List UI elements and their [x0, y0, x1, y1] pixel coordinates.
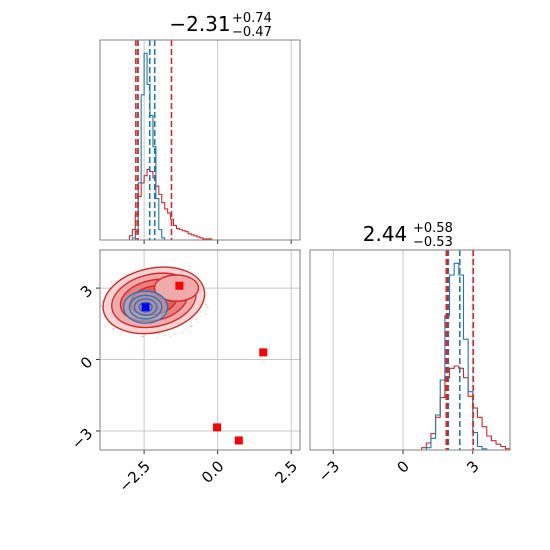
sample-point: [190, 325, 193, 328]
sample-point: [164, 334, 166, 337]
sample-point: [112, 327, 115, 330]
marker-red-3: [175, 281, 184, 290]
x1-tick-label-2: 2.5: [271, 457, 301, 487]
x1-tick-label-0: −2.5: [116, 457, 154, 495]
histogram-panel-param1: [99, 39, 301, 244]
hist2-series-red: [416, 365, 511, 451]
contour-blue-3: [138, 301, 153, 313]
hist1-series-red: [128, 168, 218, 241]
sample-point: [199, 311, 202, 313]
title-param1-main: −2.31: [169, 12, 230, 36]
title-param2-sub: −0.53: [413, 235, 453, 250]
sample-point: [141, 335, 144, 338]
x2-tick-label-2: 3: [463, 457, 482, 476]
x2-tick-label-1: 0: [393, 457, 412, 476]
sample-point: [195, 318, 198, 320]
sample-point: [120, 332, 123, 334]
sample-point: [189, 325, 191, 327]
marker-red-1: [213, 423, 222, 432]
marker-red-0: [259, 348, 268, 357]
title-param2-main: 2.44: [363, 222, 408, 246]
hist2-series-blue: [416, 262, 510, 451]
sample-point: [157, 333, 160, 336]
sample-point: [100, 304, 103, 307]
title-param1-sub: −0.47: [232, 25, 272, 40]
x2-tick-label-0: −3: [315, 457, 343, 485]
sample-point: [204, 303, 207, 305]
y-tick-label-0: −3: [68, 425, 96, 453]
title-param2: 2.44: [363, 222, 408, 246]
title-param2-sup: +0.58: [413, 221, 453, 236]
contour-blue-1: [128, 294, 163, 320]
sample-point: [169, 335, 172, 338]
contour-blue-2: [133, 298, 158, 316]
title-param1: −2.31: [169, 12, 230, 36]
marker-red-2: [234, 436, 243, 445]
title-param1-sup: +0.74: [232, 11, 272, 26]
sample-point: [191, 317, 194, 319]
y-tick-label-1: 0: [77, 353, 96, 372]
hist1-series-blue: [129, 52, 218, 241]
sample-point: [140, 336, 142, 338]
sample-point: [110, 280, 113, 283]
sample-point: [189, 319, 192, 321]
histogram-panel-param2: [309, 249, 511, 454]
sample-point: [104, 324, 107, 327]
2d-contour-panel: [96, 249, 301, 454]
x1-tick-label-1: 0.0: [198, 457, 228, 487]
sample-point: [206, 305, 208, 308]
marker-blue: [141, 303, 150, 312]
sample-point: [196, 321, 199, 323]
y-tick-label-2: 3: [77, 282, 96, 301]
sample-point: [181, 332, 184, 334]
sample-point: [204, 312, 207, 315]
sample-point: [207, 307, 209, 309]
sample-point: [112, 328, 115, 331]
sample-point: [156, 337, 159, 339]
sample-point: [173, 333, 176, 335]
